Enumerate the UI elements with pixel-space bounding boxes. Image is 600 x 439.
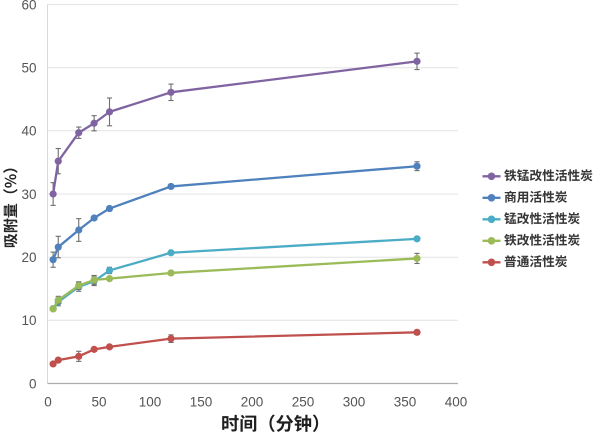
svg-text:250: 250: [292, 395, 315, 410]
svg-text:350: 350: [394, 395, 417, 410]
svg-text:10: 10: [21, 313, 36, 328]
svg-text:40: 40: [21, 124, 36, 139]
svg-text:300: 300: [343, 395, 366, 410]
svg-text:0: 0: [29, 376, 37, 391]
svg-text:150: 150: [190, 395, 213, 410]
svg-text:100: 100: [139, 395, 162, 410]
svg-text:400: 400: [445, 395, 468, 410]
svg-text:20: 20: [21, 250, 36, 265]
svg-text:200: 200: [241, 395, 264, 410]
svg-text:0: 0: [44, 395, 52, 410]
svg-text:50: 50: [91, 395, 106, 410]
svg-text:50: 50: [21, 61, 36, 76]
svg-text:60: 60: [21, 0, 36, 12]
svg-text:30: 30: [21, 187, 36, 202]
